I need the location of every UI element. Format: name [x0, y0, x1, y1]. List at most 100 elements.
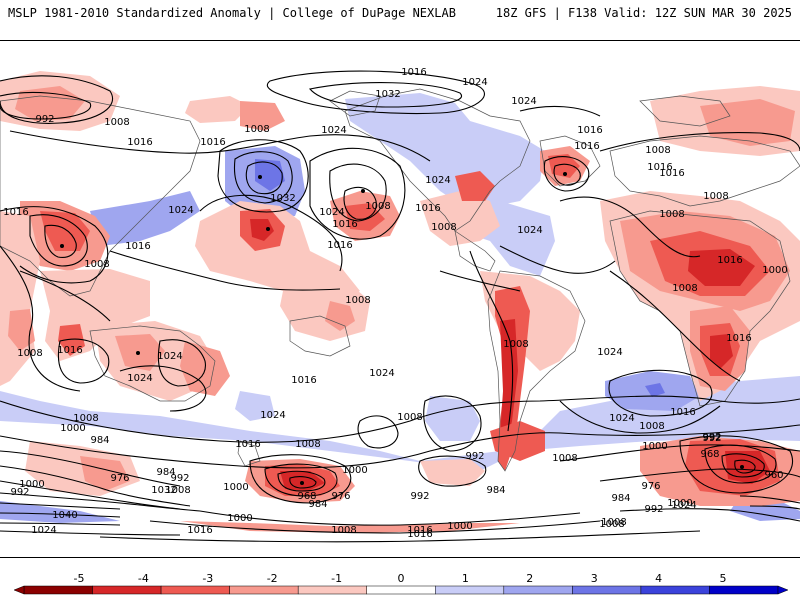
pressure-centers: [60, 172, 744, 485]
center-marker: [361, 189, 365, 193]
contour-label: 1016: [659, 168, 684, 179]
contour-label: 1008: [645, 145, 670, 156]
contour-label: 992: [10, 487, 29, 498]
contour-labels: 1016 1024 1032 1024 992 1008 1008 1016 1…: [3, 67, 787, 540]
anomaly-colorbar: -5 -4 -3 -2 -1 0 1 2 3 4 5: [13, 572, 789, 596]
contour-label: 1016: [127, 137, 152, 148]
colorbar-swatch: [229, 585, 299, 595]
contour-label: 1000: [60, 423, 85, 434]
colorbar-swatch: [23, 585, 93, 595]
colorbar-tick-label: -3: [202, 572, 213, 585]
map-title: MSLP 1981-2010 Standardized Anomaly | Co…: [8, 6, 456, 20]
contour-label: 1032: [270, 193, 295, 204]
contour-label: 992: [702, 433, 721, 444]
contour-label: 1024: [157, 351, 182, 362]
contour-label: 1008: [331, 525, 356, 536]
contour-label: 1000: [227, 513, 252, 524]
colorbar-swatch: [640, 585, 710, 595]
contour-label: 1008: [601, 517, 626, 528]
contour-label: 1000: [667, 498, 692, 509]
contour-label: 984: [486, 485, 505, 496]
contour-label: 992: [465, 451, 484, 462]
contour-label: 992: [410, 491, 429, 502]
center-marker: [258, 175, 262, 179]
contour-label: 1016: [327, 240, 352, 251]
contour-label: 1016: [3, 207, 28, 218]
contour-label: 1016: [332, 219, 357, 230]
contour-label: 1024: [609, 413, 634, 424]
contour-label: 1008: [639, 421, 664, 432]
center-marker: [266, 227, 270, 231]
contour-label: 1016: [574, 141, 599, 152]
contour-label: 976: [110, 473, 129, 484]
contour-label: 1016: [187, 525, 212, 536]
contour-label: 1008: [503, 339, 528, 350]
colorbar-min-arrow: [13, 585, 25, 595]
contour-label: 984: [90, 435, 109, 446]
contour-label: 968: [700, 449, 719, 460]
contour-label: 1016: [57, 345, 82, 356]
contour-label: 1016: [407, 525, 432, 536]
colorbar-tick-label: -5: [74, 572, 85, 585]
colorbar-swatch: [297, 585, 367, 595]
contour-label: 1024: [671, 500, 696, 511]
contour-label: 1024: [511, 96, 536, 107]
model-run-info: 18Z GFS | F138 Valid: 12Z SUN MAR 30 202…: [495, 6, 792, 20]
contour-label: 1016: [401, 67, 426, 78]
contour-label: 1016: [647, 162, 672, 173]
contour-label: 1024: [260, 410, 285, 421]
contour-label: 1008: [17, 348, 42, 359]
contour-label: 1008: [552, 453, 577, 464]
contour-label: 960: [764, 470, 783, 481]
contour-label: 1000: [762, 265, 787, 276]
colorbar-swatch: [92, 585, 162, 595]
contour-label: 1016: [717, 255, 742, 266]
contour-label: 1016: [200, 137, 225, 148]
contour-label: 1016: [291, 375, 316, 386]
contour-label: 1008: [672, 283, 697, 294]
contour-label: 1024: [462, 77, 487, 88]
contour-label: 1024: [597, 347, 622, 358]
contour-label: 1008: [659, 209, 684, 220]
center-marker: [60, 244, 64, 248]
colorbar-swatches: [13, 585, 789, 595]
contour-label: 1008: [295, 439, 320, 450]
colorbar-swatch: [160, 585, 230, 595]
contour-label: 1016: [235, 439, 260, 450]
colorbar-tick-label: 5: [720, 572, 727, 585]
contour-label: 1024: [425, 175, 450, 186]
contour-label: 1024: [168, 205, 193, 216]
contour-label: 1016: [726, 333, 751, 344]
contour-label: 1008: [431, 222, 456, 233]
contour-label: 968: [297, 491, 316, 502]
contour-label: 1000: [19, 479, 44, 490]
colorbar-tick-label: 3: [591, 572, 598, 585]
colorbar-swatch: [709, 585, 779, 595]
coastlines: [0, 88, 800, 472]
contour-label: 976: [331, 491, 350, 502]
contour-label: 1016: [670, 407, 695, 418]
contour-label: 976: [641, 481, 660, 492]
contour-label: 984: [308, 499, 327, 510]
colorbar-tick-label: -1: [331, 572, 342, 585]
contour-label: 1040: [52, 510, 77, 521]
contour-label: 1008: [345, 295, 370, 306]
contour-label: 992: [35, 114, 54, 125]
contour-label: 1016: [407, 529, 432, 540]
center-marker: [563, 172, 567, 176]
anomaly-map: 1016 1024 1032 1024 992 1008 1008 1016 1…: [0, 40, 800, 558]
contour-label: 984: [156, 467, 175, 478]
colorbar-tick-label: 4: [655, 572, 662, 585]
colorbar-tick-label: -4: [138, 572, 149, 585]
contour-label: 1016: [415, 203, 440, 214]
contour-label: 984: [611, 493, 630, 504]
colorbar-tick-label: 0: [398, 572, 405, 585]
contour-label: 1032: [375, 89, 400, 100]
contour-label: 1000: [342, 465, 367, 476]
contour-label: 992: [644, 504, 663, 515]
contour-label: 1000: [642, 441, 667, 452]
contour-label: 1016: [125, 241, 150, 252]
contour-label: 1008: [599, 519, 624, 530]
center-marker: [300, 481, 304, 485]
colorbar-tick-label: 1: [462, 572, 469, 585]
